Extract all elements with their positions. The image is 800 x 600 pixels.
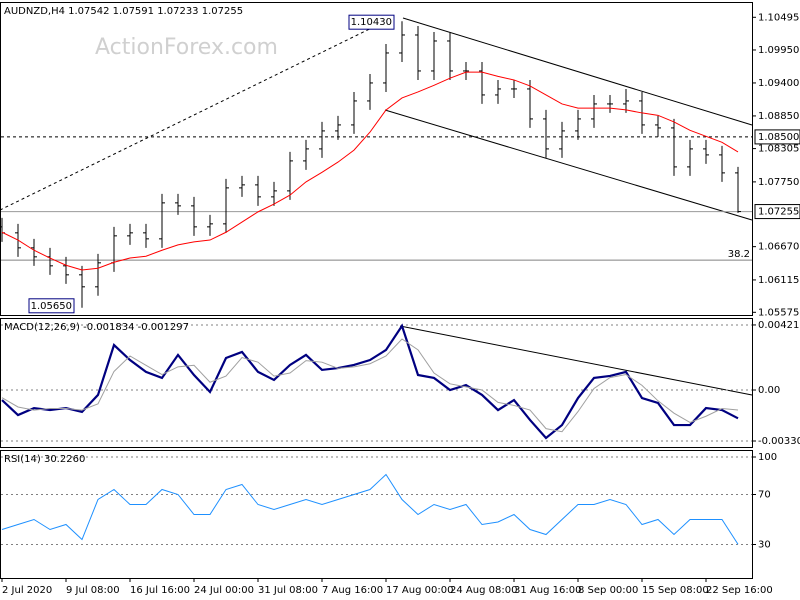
y-tick-label: 30	[758, 540, 771, 551]
x-tick-label: 24 Jul 00:00	[194, 585, 254, 596]
y-tick-label: 1.08850	[758, 111, 799, 122]
y-tick-label: 100	[758, 452, 777, 463]
annotation-box	[28, 298, 75, 314]
level-label: 1.07255	[758, 207, 799, 218]
panel-title: AUDNZD,H4 1.07542 1.07591 1.07233 1.0725…	[4, 6, 243, 17]
y-tick-label: 1.08305	[758, 144, 799, 155]
series-line	[1, 71, 739, 271]
y-tick-label: 1.09950	[758, 45, 799, 56]
level-label: 1.08500	[758, 132, 799, 143]
x-tick-label: 7 Aug 16:00	[322, 585, 383, 596]
panel-title: RSI(14) 30.2260	[4, 454, 85, 465]
panel-title: MACD(12,26,9) -0.001834 -0.001297	[4, 322, 189, 333]
fibonacci-label: 38.2	[728, 249, 750, 260]
y-tick-label: -0.003302	[758, 436, 800, 447]
annotation-label: 1.10430	[351, 17, 392, 28]
x-tick-label: 31 Jul 08:00	[258, 585, 318, 596]
level-label-box	[754, 129, 800, 145]
channel-line	[384, 109, 753, 221]
x-tick-label: 16 Jul 16:00	[130, 585, 190, 596]
x-tick-label: 31 Aug 16:00	[514, 585, 581, 596]
y-tick-label: 0.00	[758, 385, 780, 396]
y-tick-label: 70	[758, 490, 771, 501]
x-tick-label: 8 Sep 00:00	[578, 585, 638, 596]
x-tick-label: 17 Aug 00:00	[386, 585, 453, 596]
channel-line	[402, 17, 753, 126]
y-tick-label: 1.05575	[758, 307, 799, 318]
annotation-box	[348, 14, 395, 30]
y-tick-label: 1.07750	[758, 177, 799, 188]
x-tick-label: 9 Jul 08:00	[66, 585, 120, 596]
level-label-box	[754, 204, 800, 220]
macd-trend-line	[399, 325, 753, 396]
x-tick-label: 24 Aug 08:00	[450, 585, 517, 596]
panel-frame	[0, 318, 753, 448]
x-tick-label: 15 Sep 08:00	[642, 585, 709, 596]
series-line	[1, 323, 739, 440]
x-tick-label: 22 Sep 16:00	[706, 585, 773, 596]
y-tick-label: 1.10495	[758, 12, 799, 23]
y-tick-label: 0.00421	[758, 320, 799, 331]
series-line	[1, 473, 739, 545]
annotation-label: 1.05650	[31, 301, 72, 312]
x-tick-label: 2 Jul 2020	[2, 585, 52, 596]
y-tick-label: 1.06115	[758, 275, 799, 286]
watermark: ActionForex.com	[95, 35, 278, 60]
panel-frame	[0, 450, 753, 579]
trend-line	[0, 17, 393, 211]
panel-frame	[0, 2, 753, 316]
series-line	[1, 338, 739, 433]
y-tick-label: 1.09400	[758, 78, 799, 89]
y-tick-label: 1.06670	[758, 242, 799, 253]
